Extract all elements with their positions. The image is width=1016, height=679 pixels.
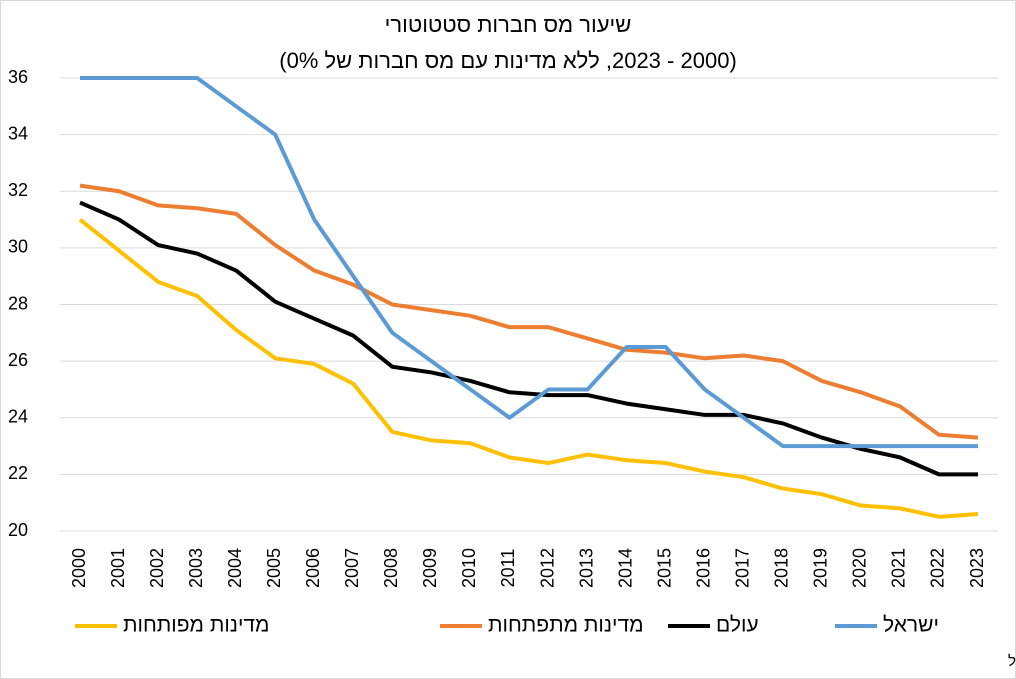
series-line (78, 217, 979, 519)
x-tick-label: 2003 (186, 548, 206, 588)
legend-label: מדינות מתפתחות (488, 614, 644, 637)
x-tick-label: 2020 (850, 548, 870, 588)
x-tick-label: 2005 (264, 548, 284, 588)
x-tick-label: 2004 (225, 548, 245, 588)
y-tick-label: 36 (8, 67, 28, 87)
legend-label: עולם (716, 614, 759, 637)
y-tick-label: 22 (8, 463, 28, 483)
x-tick-label: 2013 (576, 548, 596, 588)
y-tick-label: 32 (8, 180, 28, 200)
y-tick-label: 28 (8, 293, 28, 313)
x-tick-label: 2002 (147, 548, 167, 588)
series-line (80, 76, 978, 449)
x-tick-label: 2015 (654, 548, 674, 588)
x-tick-label: 2007 (342, 548, 362, 588)
x-tick-label: 2012 (537, 548, 557, 588)
x-tick-label: 2021 (889, 548, 909, 588)
x-tick-label: 2022 (928, 548, 948, 588)
x-tick-label: 2023 (967, 548, 987, 588)
x-tick-label: 2000 (69, 548, 89, 588)
y-tick-label: 30 (8, 237, 28, 257)
x-tick-label: 2017 (732, 548, 752, 588)
x-tick-label: 2010 (459, 548, 479, 588)
y-tick-label: 20 (8, 520, 28, 540)
x-tick-label: 2018 (772, 548, 792, 588)
chart-title: שיעור מס חברות סטטוטורי (385, 12, 632, 37)
chart-subtitle: (2000 - 2023, ללא מדינות עם מס חברות של … (279, 48, 737, 73)
source-note: מקור: OECD Statutory Corporate Income Ta… (1008, 653, 1016, 670)
series-line (79, 183, 979, 440)
y-tick-label: 24 (8, 407, 28, 427)
legend-label: ישראל (883, 614, 939, 637)
legend-label: מדינות מפותחות (123, 614, 269, 637)
x-tick-label: 2011 (498, 549, 518, 588)
x-tick-label: 2006 (303, 548, 323, 588)
x-tick-label: 2008 (381, 548, 401, 588)
x-tick-label: 2014 (615, 548, 635, 588)
series-line (79, 200, 978, 477)
y-tick-label: 26 (8, 350, 28, 370)
x-tick-label: 2001 (108, 548, 128, 588)
x-tick-label: 2009 (420, 548, 440, 588)
y-tick-label: 34 (8, 123, 28, 143)
x-tick-label: 2016 (693, 548, 713, 588)
x-tick-label: 2019 (811, 548, 831, 588)
